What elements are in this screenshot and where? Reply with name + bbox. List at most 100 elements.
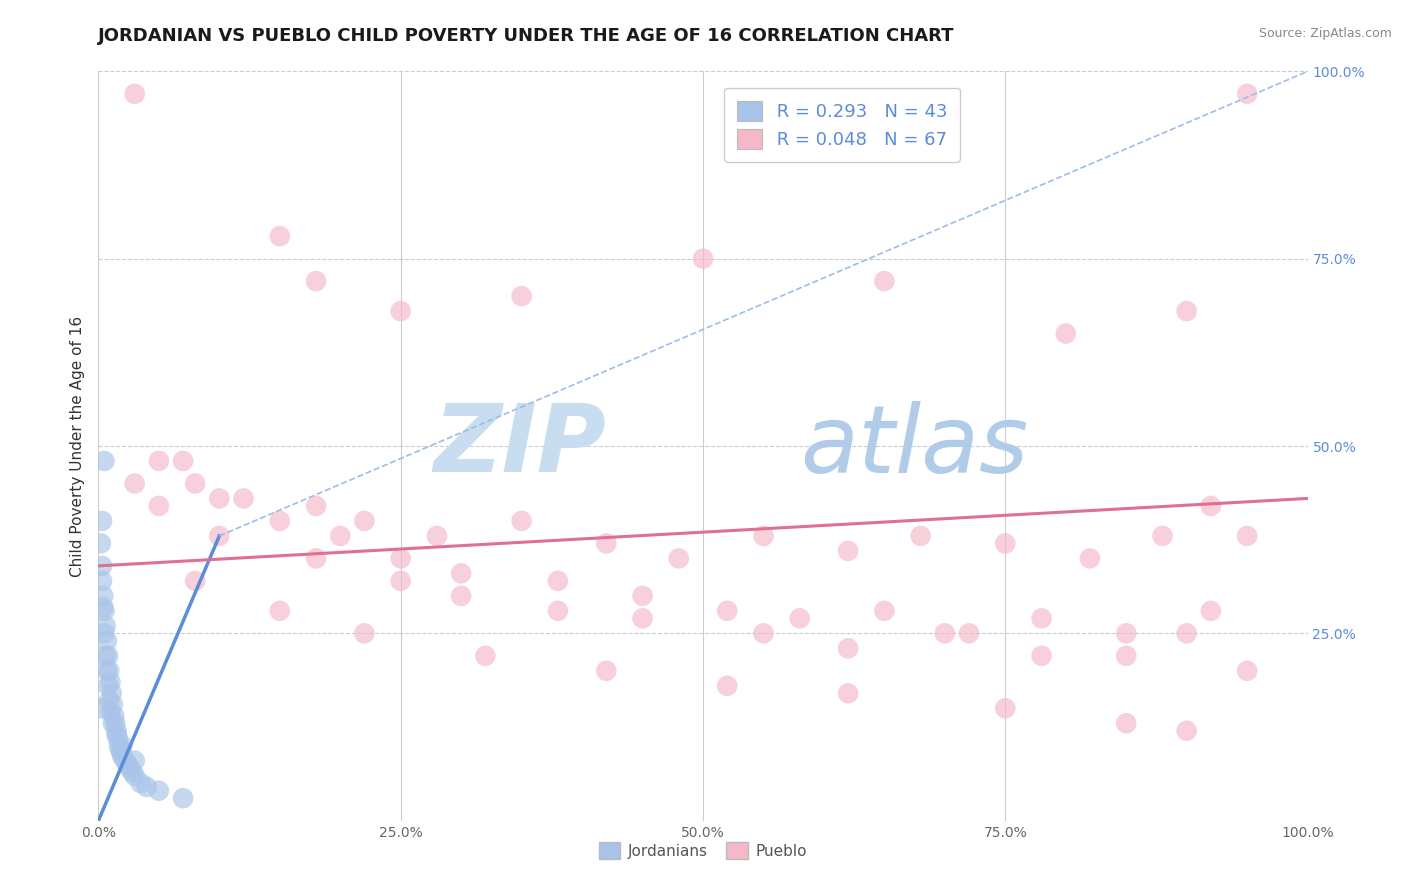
Point xyxy=(93,454,115,468)
Point xyxy=(96,664,118,678)
Point xyxy=(100,686,122,700)
Point xyxy=(172,454,194,468)
Point xyxy=(716,604,738,618)
Point xyxy=(547,604,569,618)
Point xyxy=(104,716,127,731)
Point xyxy=(172,791,194,805)
Point xyxy=(129,776,152,790)
Point xyxy=(91,514,114,528)
Point xyxy=(208,529,231,543)
Point xyxy=(692,252,714,266)
Point xyxy=(1115,626,1137,640)
Point xyxy=(837,544,859,558)
Point xyxy=(510,514,533,528)
Point xyxy=(184,476,207,491)
Point xyxy=(103,708,125,723)
Point xyxy=(389,574,412,588)
Point xyxy=(389,551,412,566)
Point xyxy=(124,476,146,491)
Point xyxy=(305,499,328,513)
Point xyxy=(118,761,141,775)
Text: atlas: atlas xyxy=(800,401,1028,491)
Point xyxy=(1115,648,1137,663)
Point xyxy=(97,679,120,693)
Point xyxy=(1054,326,1077,341)
Point xyxy=(232,491,254,506)
Point xyxy=(105,723,128,738)
Point xyxy=(1115,716,1137,731)
Point xyxy=(1199,499,1222,513)
Point xyxy=(837,686,859,700)
Point xyxy=(353,626,375,640)
Point xyxy=(101,716,124,731)
Point xyxy=(100,675,122,690)
Point xyxy=(124,754,146,768)
Point xyxy=(1236,529,1258,543)
Point xyxy=(1236,664,1258,678)
Point xyxy=(269,229,291,244)
Point xyxy=(305,274,328,288)
Point xyxy=(269,604,291,618)
Point xyxy=(716,679,738,693)
Point xyxy=(110,746,132,760)
Point xyxy=(93,626,115,640)
Point xyxy=(994,701,1017,715)
Point xyxy=(1031,611,1053,625)
Y-axis label: Child Poverty Under the Age of 16: Child Poverty Under the Age of 16 xyxy=(70,316,86,576)
Point xyxy=(148,783,170,797)
Point xyxy=(91,574,114,588)
Text: ZIP: ZIP xyxy=(433,400,606,492)
Legend: Jordanians, Pueblo: Jordanians, Pueblo xyxy=(593,836,813,865)
Point xyxy=(269,514,291,528)
Point xyxy=(148,499,170,513)
Point xyxy=(450,589,472,603)
Point xyxy=(910,529,932,543)
Point xyxy=(752,626,775,640)
Point xyxy=(1175,723,1198,738)
Point xyxy=(789,611,811,625)
Point xyxy=(100,705,122,719)
Point xyxy=(96,633,118,648)
Point xyxy=(957,626,980,640)
Point xyxy=(117,757,139,772)
Point xyxy=(94,648,117,663)
Point xyxy=(91,589,114,603)
Point xyxy=(450,566,472,581)
Point xyxy=(98,664,121,678)
Point xyxy=(510,289,533,303)
Point xyxy=(595,536,617,550)
Point xyxy=(114,754,136,768)
Point xyxy=(873,274,896,288)
Point xyxy=(353,514,375,528)
Point xyxy=(873,604,896,618)
Point xyxy=(111,739,134,753)
Point xyxy=(668,551,690,566)
Point xyxy=(101,698,124,712)
Point xyxy=(108,742,131,756)
Point xyxy=(329,529,352,543)
Point xyxy=(1031,648,1053,663)
Point xyxy=(426,529,449,543)
Point xyxy=(1078,551,1101,566)
Point xyxy=(111,750,134,764)
Text: Source: ZipAtlas.com: Source: ZipAtlas.com xyxy=(1258,27,1392,40)
Point xyxy=(184,574,207,588)
Point xyxy=(108,739,131,753)
Point xyxy=(90,536,112,550)
Point xyxy=(93,604,115,618)
Point xyxy=(1175,304,1198,318)
Point xyxy=(105,727,128,741)
Point xyxy=(474,648,496,663)
Point xyxy=(124,769,146,783)
Point xyxy=(90,701,112,715)
Point xyxy=(124,87,146,101)
Point xyxy=(547,574,569,588)
Point xyxy=(91,558,114,573)
Point xyxy=(389,304,412,318)
Point xyxy=(135,780,157,794)
Point xyxy=(994,536,1017,550)
Point xyxy=(1152,529,1174,543)
Point xyxy=(91,600,114,615)
Point xyxy=(752,529,775,543)
Point xyxy=(208,491,231,506)
